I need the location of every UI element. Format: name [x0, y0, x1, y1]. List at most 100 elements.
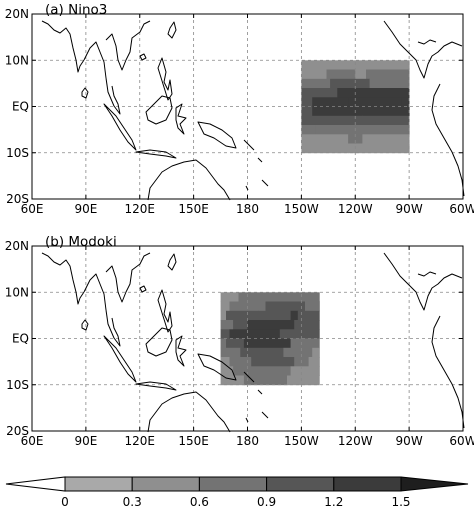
lat-tick-label: 10S: [6, 378, 29, 392]
shading-cell: [265, 301, 306, 312]
coast-sumatra: [103, 103, 137, 151]
shading-cell: [362, 115, 410, 126]
shading-cell: [283, 347, 313, 358]
coast-philippines: [157, 57, 173, 101]
coast-taiwan-japan: [167, 253, 177, 271]
lon-tick-label: 120W: [338, 434, 373, 448]
shading-cell: [366, 69, 410, 80]
shading-cell: [220, 366, 234, 376]
coast-caribbean: [417, 271, 437, 277]
lat-tick-label: 20N: [5, 239, 29, 253]
shading-cell: [394, 125, 410, 135]
lon-tick-label: 60W: [449, 202, 474, 216]
lat-tick-label: 20S: [6, 192, 29, 206]
coast-indochina: [105, 252, 151, 303]
shading-cell: [301, 125, 317, 135]
colorbar-extend-low: [5, 476, 66, 492]
shading-cell: [279, 329, 320, 339]
shading-cell: [247, 320, 295, 330]
shading-cell: [355, 69, 367, 80]
coast-indochina: [105, 20, 151, 71]
shading-cell: [229, 329, 281, 339]
shading-cell: [229, 357, 252, 367]
panel-a-shading: [301, 60, 410, 154]
shading-cell: [290, 366, 309, 376]
lat-tick-label: 20N: [5, 7, 29, 21]
lon-tick-label: 90E: [74, 202, 97, 216]
shading-cell: [226, 310, 259, 321]
coast-bay-of-bengal-east: [83, 273, 107, 311]
shading-cell: [251, 357, 295, 367]
shading-cell: [337, 88, 410, 98]
lon-tick-label: 60W: [449, 434, 474, 448]
shading-cell: [283, 292, 320, 302]
shading-cell: [330, 78, 370, 89]
shading-cell: [312, 106, 356, 117]
panel-a-grid: [32, 14, 463, 199]
shading-cell: [301, 60, 410, 70]
coast-solomon: [243, 371, 263, 395]
lat-tick-label: 10S: [6, 146, 29, 160]
shading-cell: [243, 338, 291, 349]
shading-cell: [348, 134, 363, 144]
shading-cell: [337, 143, 349, 154]
coast-australia: [147, 391, 231, 433]
colorbar: 0 0.3 0.6 0.9 1.2 1.5: [5, 476, 469, 509]
shading-cell: [315, 125, 338, 135]
coast-caribbean: [417, 39, 437, 45]
shading-cell: [305, 301, 320, 312]
coast-sri-lanka: [81, 87, 89, 99]
colorbar-tick-label: 1.5: [391, 495, 410, 509]
shading-cell: [220, 310, 227, 321]
shading-cell: [297, 310, 320, 321]
coast-australia: [147, 159, 231, 201]
panel-a-title: (a) Nino3: [45, 2, 107, 18]
panel-a-axis-ticks: 60E 90E 120E 150E 180 150W 120W 90W 60W 20N 10N EQ 1…: [5, 7, 474, 216]
panel-a: (a) Nino3 60E 90E 120E 150E 180 150W 120W 90W: [5, 2, 474, 216]
shading-cell: [301, 78, 331, 89]
shading-cell: [312, 347, 320, 358]
coast-borneo: [145, 327, 173, 357]
colorbar-tick-label: 0.9: [257, 495, 276, 509]
shading-cell: [238, 292, 284, 302]
coast-hainan: [139, 53, 147, 61]
shading-cell: [362, 134, 410, 144]
coast-south-america: [431, 315, 465, 429]
colorbar-segment: [266, 476, 335, 492]
coast-india: [41, 20, 85, 73]
shading-cell: [258, 310, 291, 321]
shading-cell: [348, 97, 403, 107]
lon-tick-label: 150E: [178, 434, 209, 448]
shading-cell: [301, 97, 313, 107]
lat-tick-label: 10N: [5, 285, 29, 299]
panel-a-coastlines: [41, 20, 465, 201]
lon-tick-label: 120E: [125, 202, 156, 216]
shading-cell: [301, 106, 313, 117]
shading-cell: [220, 357, 230, 367]
colorbar-segment: [64, 476, 133, 492]
coast-central-america: [383, 20, 463, 79]
shading-cell: [220, 347, 241, 358]
shading-cell: [308, 366, 320, 376]
colorbar-tick-label: 0: [61, 495, 69, 509]
shading-cell: [220, 338, 227, 349]
lat-tick-label: EQ: [12, 100, 29, 114]
coast-sri-lanka: [81, 319, 89, 331]
shading-cell: [308, 357, 320, 367]
colorbar-segment: [198, 476, 268, 492]
shading-cell: [290, 310, 299, 321]
lat-tick-label: 20S: [6, 424, 29, 438]
coast-taiwan-japan: [167, 21, 177, 39]
lon-tick-label: 150W: [284, 202, 319, 216]
shading-cell: [240, 347, 284, 358]
coast-hainan: [139, 285, 147, 293]
colorbar-tick-label: 0.3: [123, 495, 142, 509]
lon-tick-label: 120W: [338, 202, 373, 216]
coast-philippines: [157, 289, 173, 333]
shading-cell: [294, 320, 320, 330]
shading-cell: [301, 115, 309, 126]
shading-cell: [220, 292, 239, 302]
lon-tick-label: 90E: [74, 434, 97, 448]
shading-cell: [326, 69, 356, 80]
shading-cell: [301, 134, 349, 144]
